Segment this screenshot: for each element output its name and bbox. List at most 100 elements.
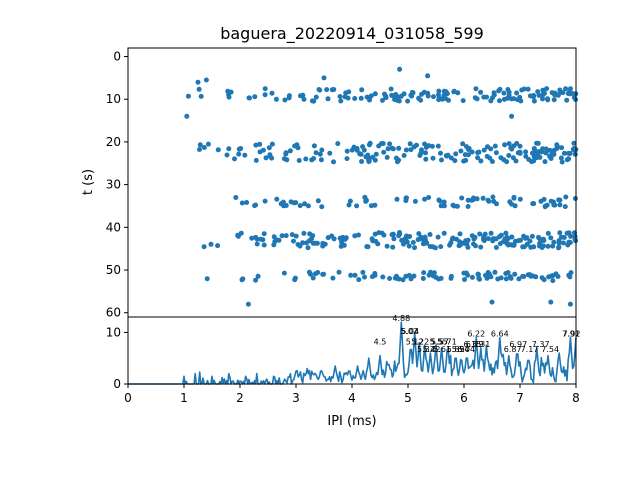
histogram-x-tick-label: 4 [348, 391, 356, 405]
raster-point [509, 113, 515, 119]
raster-point [480, 195, 486, 201]
raster-point [203, 77, 209, 83]
raster-point [437, 198, 443, 204]
raster-point [246, 95, 252, 101]
raster-point [348, 272, 354, 278]
histogram-y-tick-label: 0 [113, 377, 121, 391]
raster-point [461, 270, 467, 276]
raster-point [518, 237, 523, 243]
raster-point [550, 243, 556, 249]
peak-annotation: 7.54 [541, 345, 559, 354]
raster-point [408, 276, 414, 282]
raster-point [411, 144, 417, 150]
raster-point [406, 243, 412, 249]
histogram-x-tick-label: 7 [516, 391, 524, 405]
raster-point [497, 86, 503, 92]
raster-point [572, 196, 578, 201]
raster-point [436, 88, 442, 94]
raster-point [279, 233, 285, 239]
raster-point [571, 146, 577, 151]
raster-point [514, 141, 520, 146]
raster-point [303, 156, 309, 162]
raster-point [393, 155, 399, 161]
raster-point [485, 197, 491, 203]
raster-point [497, 98, 502, 104]
raster-point [486, 236, 491, 242]
raster-point [240, 276, 246, 282]
raster-point [344, 156, 350, 162]
raster-point [293, 233, 299, 239]
raster-point [514, 90, 520, 96]
raster-point [253, 142, 259, 148]
raster-point [416, 231, 422, 237]
raster-point [509, 242, 515, 248]
raster-point [313, 150, 319, 156]
raster-point [548, 154, 554, 160]
raster-point [422, 196, 428, 202]
raster-point [438, 275, 444, 281]
raster-point [320, 271, 326, 277]
raster-point [551, 151, 557, 157]
raster-point [321, 75, 327, 81]
raster-point [249, 235, 255, 241]
raster-point [478, 89, 484, 95]
raster-point [401, 153, 407, 158]
raster-point [572, 236, 578, 242]
raster-point [283, 203, 289, 208]
raster-point [313, 94, 319, 100]
raster-point [373, 151, 379, 157]
raster-point [224, 152, 230, 158]
histogram-x-tick-label: 3 [292, 391, 300, 405]
raster-point [507, 274, 513, 280]
raster-point [430, 155, 436, 161]
raster-point [335, 141, 341, 147]
raster-point [465, 237, 471, 243]
raster-point [552, 202, 558, 208]
raster-point [390, 244, 396, 250]
raster-point [477, 231, 483, 237]
raster-point [376, 230, 382, 236]
raster-point [315, 198, 321, 204]
raster-point [564, 97, 570, 103]
raster-point [405, 98, 411, 104]
raster-point [420, 276, 426, 281]
raster-point [535, 140, 541, 146]
raster-point [542, 159, 548, 165]
peak-annotation: 4.5 [374, 337, 387, 346]
raster-point [431, 94, 436, 100]
raster-y-axis-label: t (s) [81, 169, 96, 195]
raster-point [521, 244, 527, 250]
raster-y-ticks: 0 10 20 30 40 50 60 [106, 50, 128, 320]
raster-point [537, 154, 543, 160]
raster-point [404, 195, 409, 201]
raster-point [389, 232, 395, 238]
raster-point [465, 197, 471, 203]
raster-point [357, 151, 363, 157]
raster-point [416, 95, 422, 101]
raster-point [421, 270, 427, 276]
raster-point [215, 147, 221, 153]
raster-y-tick-label: 30 [106, 178, 121, 192]
raster-point [349, 147, 355, 153]
raster-point [531, 98, 537, 104]
raster-point [367, 97, 372, 103]
raster-point [563, 194, 569, 200]
raster-point [266, 145, 272, 151]
raster-point [274, 237, 280, 243]
raster-point [536, 92, 542, 98]
raster-point [531, 94, 536, 100]
raster-point [427, 232, 433, 237]
raster-points [184, 66, 579, 307]
raster-point [372, 91, 378, 97]
raster-point [319, 204, 325, 210]
raster-point [198, 93, 204, 99]
raster-point [366, 158, 372, 164]
raster-point [433, 274, 439, 280]
raster-point [430, 244, 436, 250]
raster-point [407, 141, 413, 147]
raster-point [512, 238, 518, 244]
raster-point [559, 159, 565, 165]
raster-y-tick-label: 50 [106, 263, 121, 277]
peak-annotation: 5.5 [430, 337, 443, 346]
peak-annotation: 7.91 [562, 330, 580, 339]
